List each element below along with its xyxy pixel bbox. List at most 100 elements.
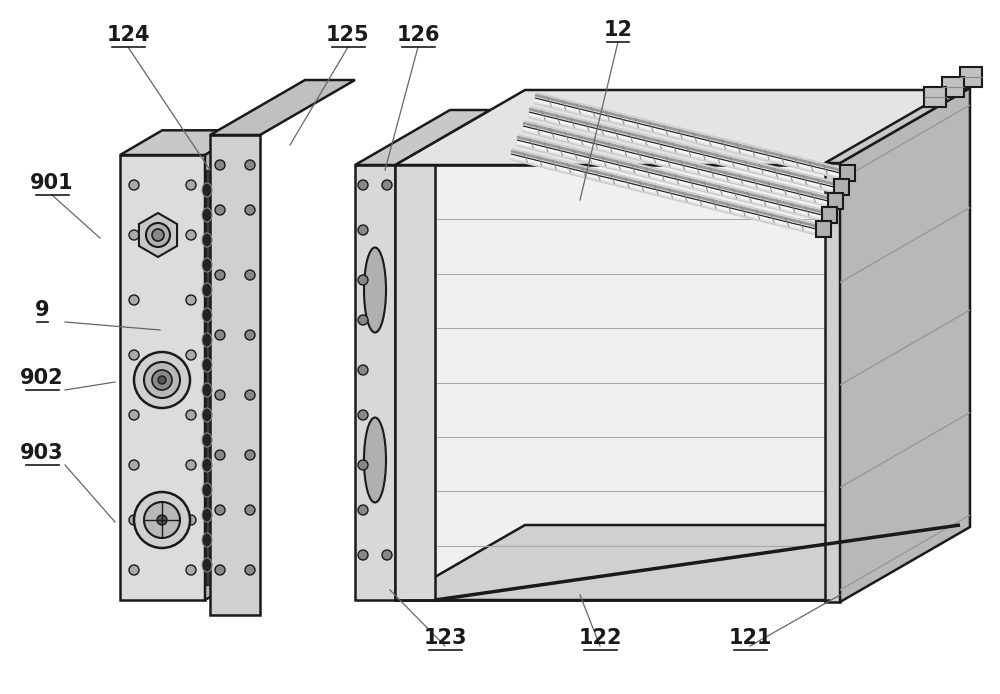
- Ellipse shape: [202, 483, 212, 497]
- Circle shape: [158, 376, 166, 384]
- Circle shape: [186, 350, 196, 360]
- Polygon shape: [828, 193, 843, 209]
- Circle shape: [152, 229, 164, 241]
- Polygon shape: [942, 77, 964, 97]
- Circle shape: [215, 390, 225, 400]
- Text: 126: 126: [396, 25, 440, 45]
- Circle shape: [358, 275, 368, 285]
- Circle shape: [215, 565, 225, 575]
- Polygon shape: [960, 67, 982, 87]
- Polygon shape: [840, 88, 970, 602]
- Circle shape: [186, 180, 196, 190]
- Circle shape: [134, 492, 190, 548]
- Circle shape: [129, 350, 139, 360]
- Circle shape: [358, 180, 368, 190]
- Ellipse shape: [202, 233, 212, 247]
- Ellipse shape: [202, 258, 212, 272]
- Text: 903: 903: [20, 443, 64, 463]
- Circle shape: [245, 565, 255, 575]
- Circle shape: [129, 460, 139, 470]
- Ellipse shape: [202, 308, 212, 322]
- Circle shape: [134, 352, 190, 408]
- Polygon shape: [840, 165, 855, 181]
- Ellipse shape: [202, 183, 212, 197]
- Circle shape: [186, 460, 196, 470]
- Circle shape: [129, 515, 139, 525]
- Text: 125: 125: [326, 25, 370, 45]
- Ellipse shape: [202, 458, 212, 472]
- Circle shape: [129, 180, 139, 190]
- Circle shape: [382, 180, 392, 190]
- Circle shape: [152, 370, 172, 390]
- Circle shape: [245, 270, 255, 280]
- Circle shape: [358, 315, 368, 325]
- Polygon shape: [816, 221, 831, 237]
- Ellipse shape: [202, 383, 212, 397]
- Circle shape: [215, 160, 225, 170]
- Polygon shape: [395, 165, 435, 600]
- Polygon shape: [139, 213, 177, 257]
- Circle shape: [245, 390, 255, 400]
- Polygon shape: [825, 88, 970, 163]
- Circle shape: [245, 160, 255, 170]
- Text: 12: 12: [604, 20, 633, 40]
- Circle shape: [215, 330, 225, 340]
- Ellipse shape: [202, 433, 212, 447]
- Circle shape: [186, 565, 196, 575]
- Polygon shape: [206, 170, 209, 585]
- Polygon shape: [355, 165, 395, 600]
- Circle shape: [146, 223, 170, 247]
- Text: 123: 123: [423, 628, 467, 648]
- Circle shape: [186, 515, 196, 525]
- Polygon shape: [120, 155, 205, 600]
- Polygon shape: [395, 165, 830, 600]
- Circle shape: [245, 450, 255, 460]
- Circle shape: [245, 505, 255, 515]
- Polygon shape: [395, 90, 960, 165]
- Polygon shape: [834, 179, 849, 195]
- Circle shape: [129, 295, 139, 305]
- Ellipse shape: [202, 208, 212, 222]
- Ellipse shape: [364, 418, 386, 502]
- Text: 9: 9: [35, 300, 49, 320]
- Circle shape: [358, 460, 368, 470]
- Circle shape: [215, 450, 225, 460]
- Text: 902: 902: [20, 368, 64, 388]
- Ellipse shape: [202, 358, 212, 372]
- Circle shape: [186, 410, 196, 420]
- Circle shape: [144, 362, 180, 398]
- Polygon shape: [924, 87, 946, 107]
- Ellipse shape: [364, 248, 386, 332]
- Text: 122: 122: [578, 628, 622, 648]
- Text: 901: 901: [30, 173, 74, 193]
- Circle shape: [129, 410, 139, 420]
- Ellipse shape: [202, 333, 212, 347]
- Polygon shape: [825, 163, 840, 602]
- Circle shape: [358, 225, 368, 235]
- Polygon shape: [395, 525, 960, 600]
- Ellipse shape: [202, 408, 212, 422]
- Polygon shape: [210, 80, 355, 135]
- Circle shape: [129, 565, 139, 575]
- Circle shape: [129, 230, 139, 240]
- Circle shape: [358, 410, 368, 420]
- Polygon shape: [210, 135, 260, 615]
- Circle shape: [144, 502, 180, 538]
- Circle shape: [358, 365, 368, 375]
- Ellipse shape: [202, 533, 212, 547]
- Text: 121: 121: [728, 628, 772, 648]
- Circle shape: [245, 330, 255, 340]
- Circle shape: [186, 230, 196, 240]
- Circle shape: [358, 550, 368, 560]
- Ellipse shape: [202, 508, 212, 522]
- Circle shape: [157, 515, 167, 525]
- Circle shape: [215, 270, 225, 280]
- Circle shape: [358, 505, 368, 515]
- Polygon shape: [822, 207, 837, 223]
- Polygon shape: [205, 130, 247, 600]
- Ellipse shape: [202, 558, 212, 572]
- Ellipse shape: [202, 283, 212, 297]
- Circle shape: [186, 295, 196, 305]
- Circle shape: [245, 205, 255, 215]
- Circle shape: [382, 550, 392, 560]
